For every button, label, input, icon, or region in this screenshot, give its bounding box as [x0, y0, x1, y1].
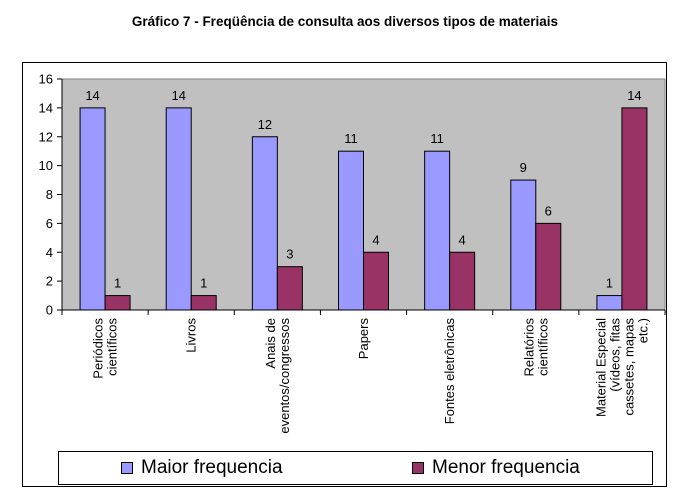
- data-label-maior: 1: [606, 276, 613, 291]
- x-category-label-line: Fontes eletrônicas: [442, 318, 457, 425]
- data-label-maior: 11: [430, 131, 444, 146]
- bar-maior: [338, 150, 364, 311]
- legend-swatch-maior: [121, 462, 133, 474]
- data-label-menor: 1: [114, 276, 121, 291]
- bar-maior: [165, 107, 192, 311]
- x-category-label-line: Livros: [184, 318, 199, 353]
- y-tick-label: 2: [46, 274, 53, 289]
- x-category-label-line: Papers: [356, 318, 371, 360]
- x-category-label-line: (vídeos, fitas: [607, 318, 622, 392]
- bar-maior: [251, 136, 278, 311]
- data-label-menor: 4: [372, 232, 379, 247]
- x-category-label: Material Especial (vídeos, fitas cassetes,…: [593, 318, 650, 417]
- legend-item-menor: Menor frequencia: [412, 457, 580, 478]
- bar-menor: [621, 107, 648, 311]
- data-label-menor: 6: [545, 203, 552, 218]
- y-tick-label: 4: [46, 245, 53, 260]
- bar-menor: [449, 251, 476, 311]
- x-category-label: Livros: [184, 318, 199, 353]
- bar-maior: [79, 107, 106, 311]
- bar-menor: [190, 295, 217, 311]
- x-category-label-line: cassetes, mapas: [621, 318, 636, 416]
- x-category-label-line: Material Especial: [593, 318, 608, 417]
- bar-menor: [535, 222, 562, 311]
- x-category-label: Papers: [356, 318, 371, 360]
- data-label-menor: 14: [627, 88, 641, 103]
- data-label-maior: 12: [258, 117, 272, 132]
- bar-maior: [596, 295, 623, 311]
- x-category-label-line: científicos: [535, 318, 550, 376]
- x-category-label: Anais de eventos/congressos: [263, 318, 292, 434]
- x-category-label-line: Periódicos: [91, 318, 106, 379]
- legend-item-maior: Maior frequencia: [121, 457, 283, 478]
- y-tick-label: 16: [39, 72, 53, 87]
- y-tick-label: 14: [39, 100, 53, 115]
- chart-title: Gráfico 7 - Freqüência de consulta aos d…: [131, 14, 559, 29]
- x-category-label-line: Relatórios: [521, 318, 536, 377]
- y-tick-label: 10: [39, 158, 53, 173]
- y-tick-label: 8: [46, 187, 53, 202]
- data-label-menor: 3: [286, 247, 293, 262]
- data-label-maior: 14: [85, 88, 99, 103]
- y-tick-label: 12: [39, 129, 53, 144]
- y-tick-label: 6: [46, 216, 53, 231]
- bar-menor: [104, 295, 131, 311]
- x-category-label-line: etc.): [635, 318, 650, 343]
- data-label-menor: 1: [200, 276, 207, 291]
- x-category-label-line: científicos: [105, 318, 120, 376]
- x-category-label: Periódicos científicos: [91, 318, 120, 379]
- bar-menor: [363, 251, 389, 311]
- data-label-maior: 14: [171, 88, 185, 103]
- x-category-label-line: eventos/congressos: [277, 318, 292, 434]
- data-label-maior: 9: [520, 160, 527, 175]
- legend-swatch-menor: [412, 462, 424, 474]
- bar-maior: [510, 179, 537, 311]
- x-category-label-line: Anais de: [263, 318, 278, 369]
- data-label-menor: 4: [459, 232, 466, 247]
- bar-menor: [276, 266, 303, 311]
- legend: Maior frequencia Menor frequencia: [58, 451, 653, 485]
- legend-label-menor: Menor frequencia: [432, 457, 580, 478]
- legend-label-maior: Maior frequencia: [141, 457, 283, 478]
- x-category-label: Relatórios científicos: [521, 318, 550, 377]
- bar-maior: [424, 150, 451, 311]
- y-tick-label: 0: [46, 303, 53, 318]
- data-label-maior: 11: [344, 131, 358, 146]
- x-category-label: Fontes eletrônicas: [442, 318, 457, 425]
